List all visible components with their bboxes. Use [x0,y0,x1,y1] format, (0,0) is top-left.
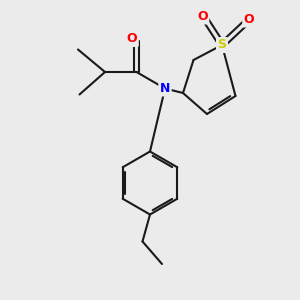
Text: O: O [127,32,137,46]
Text: N: N [160,82,170,95]
Text: S: S [218,38,226,52]
Text: O: O [197,10,208,23]
Text: O: O [244,13,254,26]
